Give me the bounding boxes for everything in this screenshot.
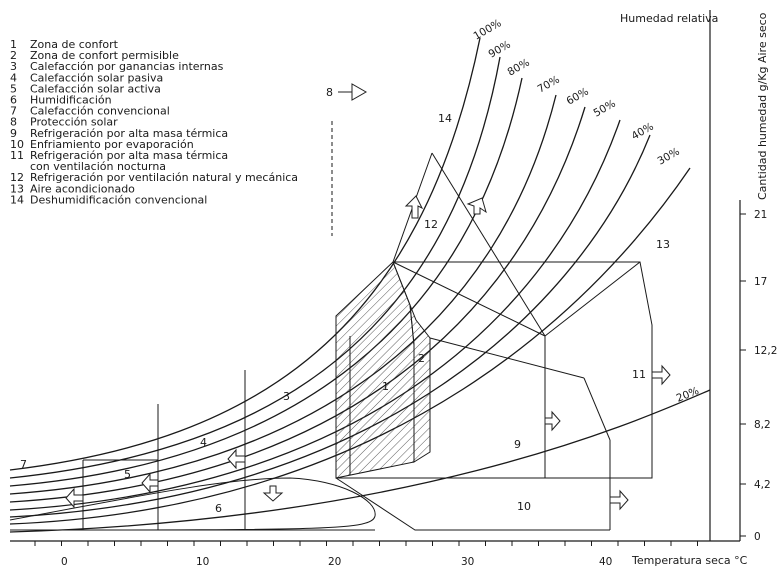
y-ticks: 0 4,2 8,2 12,2 17 21 [740, 209, 777, 543]
zone-number: 12 [424, 218, 438, 231]
legend-number: 9 [10, 127, 17, 140]
legend-number: 13 [10, 182, 24, 195]
zone-number: 6 [215, 502, 222, 515]
y-tick-label: 0 [754, 531, 761, 543]
zone-outlines [9, 121, 653, 531]
x-tick-label: 0 [61, 556, 68, 568]
zone-number: 1 [382, 380, 389, 393]
legend-label: Refrigeración por ventilación natural y … [30, 171, 298, 184]
rh-curve [9, 389, 711, 533]
arrow-12a [404, 195, 424, 219]
x-ticks: 0 10 20 30 40 [34, 541, 698, 568]
arrow-10 [609, 489, 629, 511]
x-tick-label: 40 [599, 556, 612, 568]
legend-number: 4 [10, 71, 17, 84]
rh-curve-label: 70% [536, 74, 562, 96]
x-tick-label: 30 [461, 556, 474, 568]
rh-curve [9, 37, 481, 471]
arrow-6 [262, 485, 284, 502]
zone-number: 9 [514, 438, 521, 451]
legend-label: Humidificación [30, 94, 112, 107]
zone-number: 11 [632, 368, 646, 381]
rh-curve-label: 20% [675, 385, 701, 405]
rh-curve-label: 100% [472, 17, 504, 42]
x-axis-label: Temperatura seca °C [631, 554, 748, 567]
arrow-12b [466, 197, 487, 215]
legend-number: 3 [10, 60, 17, 73]
legend-label: Zona de confort [30, 38, 119, 51]
legend-number: 1 [10, 38, 17, 51]
rh-curve-label: 30% [656, 146, 682, 168]
legend-label: Calefacción solar pasiva [30, 71, 163, 84]
arrow-11 [651, 364, 671, 386]
legend-label: Enfriamiento por evaporación [30, 138, 194, 151]
zone-number: 8 [326, 86, 333, 99]
y-tick-label: 21 [754, 209, 767, 221]
arrow-9 [544, 410, 561, 432]
legend-number: 12 [10, 171, 24, 184]
legend-label: Protección solar [30, 116, 118, 129]
arrow-7 [65, 487, 84, 509]
zone-number: 2 [418, 352, 425, 365]
y-tick-label: 17 [754, 276, 767, 288]
zone-number: 10 [517, 500, 531, 513]
legend-label: Refrigeración por alta masa térmica [30, 149, 228, 162]
legend-label-continued: con ventilación nocturna [30, 160, 166, 173]
zone-number: 4 [200, 436, 207, 449]
rh-curve [9, 167, 691, 525]
y-axis-label: Cantidad humedad g/Kg Aire seco [756, 12, 769, 200]
legend-number: 5 [10, 82, 17, 95]
y-tick-label: 12,2 [754, 345, 777, 357]
chart-title: Humedad relativa [620, 12, 718, 25]
arrow-5 [141, 472, 159, 494]
legend-label: Calefacción convencional [30, 105, 170, 118]
legend-label: Refrigeración por alta masa térmica [30, 127, 228, 140]
legend-number: 6 [10, 94, 17, 107]
y-tick-label: 8,2 [754, 419, 771, 431]
x-tick-label: 10 [196, 556, 209, 568]
legend-label: Deshumidificación convencional [30, 193, 207, 206]
zone-number: 3 [283, 390, 290, 403]
legend-number: 8 [10, 116, 17, 129]
arrow-4 [227, 448, 246, 470]
legend-label: Zona de confort permisible [30, 49, 179, 62]
arrow-8 [338, 83, 368, 101]
rh-curve-label: 60% [565, 86, 591, 108]
legend: 1 Zona de confort 2 Zona de confort permisi… [10, 38, 298, 206]
legend-number: 2 [10, 49, 17, 62]
rh-curve-label: 40% [630, 121, 656, 143]
legend-label: Calefacción solar activa [30, 82, 161, 95]
comfort-zone-shape [335, 261, 415, 479]
legend-label: Aire acondicionado [30, 182, 135, 195]
rh-curve-label: 80% [506, 57, 532, 79]
zone-number: 7 [20, 458, 27, 471]
x-tick-label: 20 [328, 556, 341, 568]
legend-number: 14 [10, 193, 24, 206]
legend-label: Calefacción por ganancias internas [30, 60, 224, 73]
y-tick-label: 4,2 [754, 479, 771, 491]
zone-number: 14 [438, 112, 452, 125]
arrows [65, 83, 671, 511]
zone-number: 13 [656, 238, 670, 251]
zone-number: 5 [124, 468, 131, 481]
rh-curve-label: 50% [592, 98, 618, 120]
rh-curve [9, 134, 651, 518]
legend-number: 11 [10, 149, 24, 162]
legend-number: 10 [10, 138, 24, 151]
legend-number: 7 [10, 105, 17, 118]
permissible-comfort-shape [392, 261, 431, 463]
